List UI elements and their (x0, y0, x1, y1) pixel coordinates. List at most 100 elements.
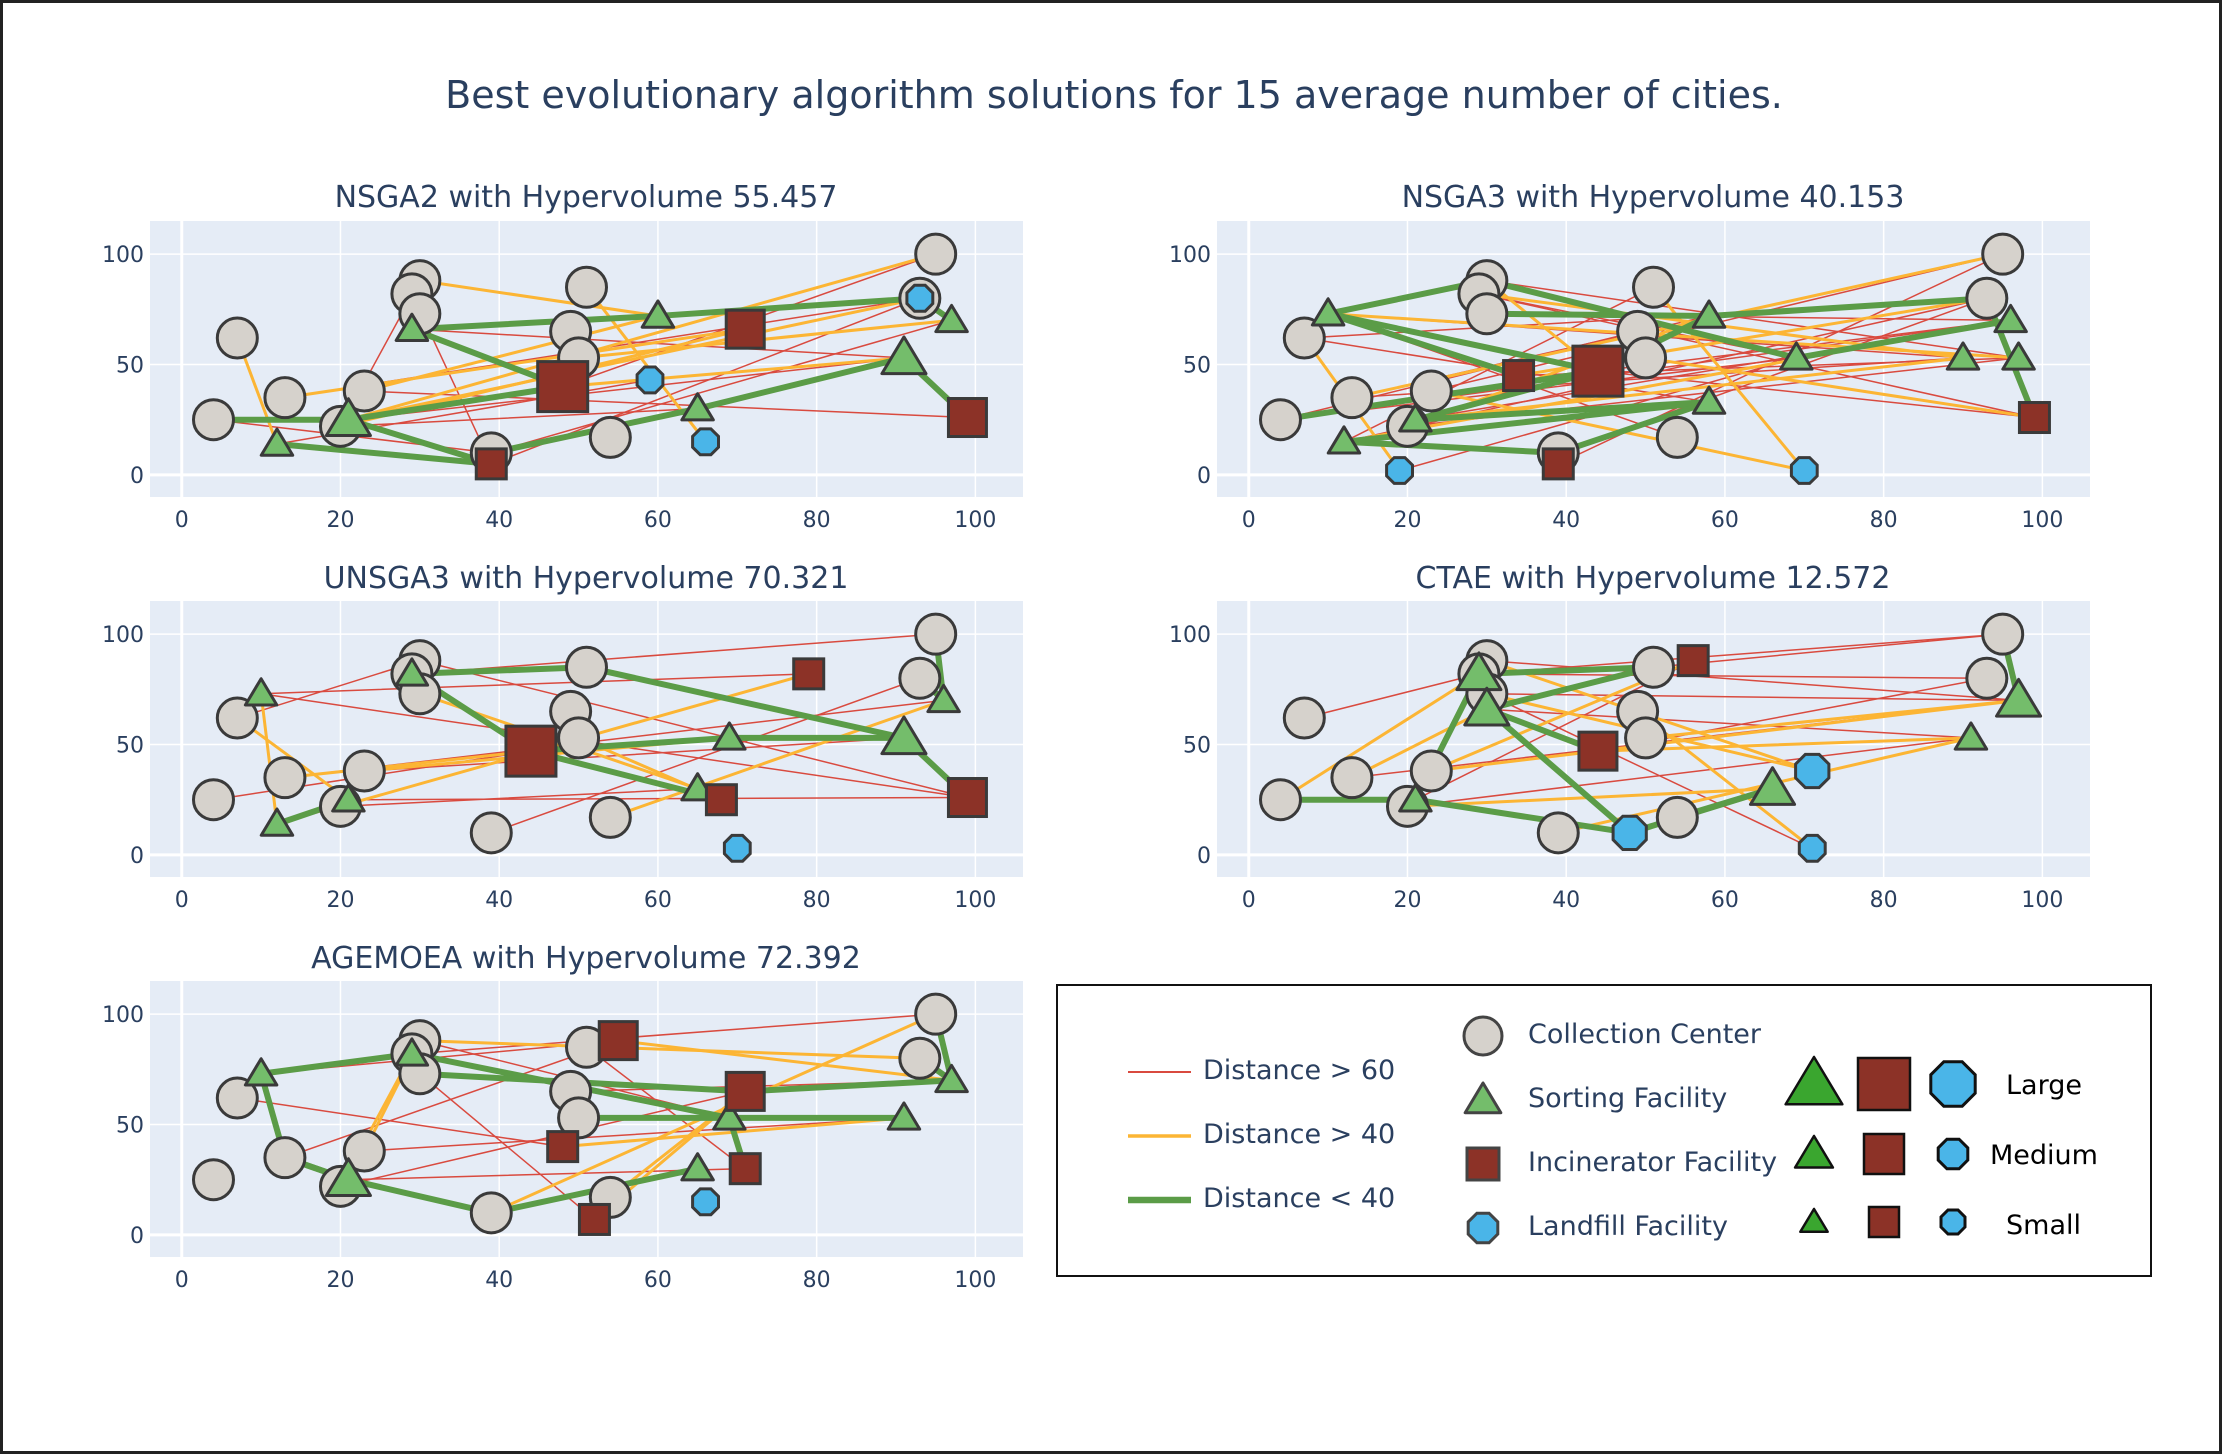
incinerator-marker (2017, 401, 2051, 435)
collection-marker (342, 369, 386, 413)
route-line-near (1325, 310, 1522, 379)
route-line-far (1478, 673, 1988, 680)
legend-incinerator-label: Incinerator Facility (1528, 1147, 1778, 1178)
landfill-marker (1385, 456, 1414, 485)
sorting-marker (243, 677, 279, 707)
legend-size-square (1862, 1132, 1906, 1176)
subplot-2: 0 20 40 60 80 100 0 50 100 NSGA3 with Hypervolume… (1169, 180, 2090, 533)
x-tick-label: 80 (803, 888, 831, 913)
subplot-title: UNSGA3 with Hypervolume 70.321 (324, 561, 849, 596)
legend-size-small-label: Small (2006, 1210, 2081, 1241)
x-tick-label: 100 (2021, 888, 2063, 913)
incinerator-marker (1571, 344, 1625, 398)
x-tick-label: 100 (954, 888, 996, 913)
subplot-title: CTAE with Hypervolume 12.572 (1416, 561, 1891, 596)
collection-marker (469, 1191, 513, 1235)
collection-marker (898, 1036, 942, 1080)
sorting-marker (331, 783, 366, 813)
collection-marker (1965, 276, 2009, 320)
sorting-marker (1993, 303, 2028, 334)
collection-marker (1655, 795, 1699, 839)
x-tick-label: 60 (1711, 888, 1739, 913)
collection-marker (191, 398, 235, 442)
x-tick-label: 40 (485, 888, 513, 913)
route-line-near (1483, 664, 1657, 713)
legend-size-triangle (1784, 1055, 1844, 1106)
legend-size-large-label: Large (2006, 1070, 2082, 1101)
y-tick-label: 0 (130, 844, 144, 869)
y-tick-label: 100 (102, 623, 144, 648)
route-line-mid (283, 749, 533, 780)
legend-size-triangle (1793, 1134, 1835, 1169)
collection-marker (1632, 265, 1675, 309)
incinerator-marker (1676, 644, 1710, 678)
sorting-marker (1463, 686, 1511, 727)
x-tick-label: 20 (326, 888, 354, 913)
route-line-mid (418, 1039, 922, 1060)
route-line-far (1597, 319, 2012, 372)
x-tick-label: 40 (1552, 508, 1580, 533)
route-line-far (363, 737, 905, 772)
route-line-near (1483, 706, 1633, 836)
incinerator-marker (946, 397, 988, 439)
subplot-title: NSGA2 with Hypervolume 55.457 (335, 180, 838, 215)
landfill-marker (635, 365, 665, 395)
collection-marker (342, 1129, 386, 1173)
route-line-mid (616, 1039, 954, 1082)
collection-marker (1409, 369, 1453, 413)
route-line-near (1793, 317, 2014, 361)
route-line-far (1597, 370, 2036, 419)
y-tick-label: 0 (1197, 464, 1211, 489)
x-tick-label: 20 (326, 508, 354, 533)
subplot-1: 0 20 40 60 80 100 0 50 100 NSGA2 with Hypervolume… (102, 180, 1023, 533)
y-tick-label: 50 (1183, 354, 1211, 379)
x-tick-label: 60 (644, 888, 672, 913)
collection-marker (191, 778, 235, 822)
incinerator-marker (704, 783, 738, 817)
landfill-marker (1611, 814, 1648, 851)
legend-landfill-label: Landfill Facility (1528, 1211, 1728, 1242)
y-tick-label: 100 (102, 1003, 144, 1028)
route-line-near (1483, 310, 1713, 319)
collection-marker (565, 265, 608, 309)
route-line-far (236, 1097, 564, 1148)
landfill-marker (1797, 833, 1827, 863)
route-line-far (284, 1039, 619, 1159)
sorting-marker (1455, 651, 1503, 692)
incinerator-marker (728, 1152, 762, 1186)
sorting-marker (640, 299, 676, 329)
collection-marker (1536, 811, 1580, 855)
x-tick-label: 80 (803, 1268, 831, 1293)
x-tick-label: 0 (175, 888, 189, 913)
route-line-mid (1413, 356, 1965, 422)
y-tick-label: 50 (116, 1114, 144, 1139)
legend-line-far-label: Distance > 60 (1203, 1055, 1396, 1086)
collection-marker (1465, 292, 1509, 336)
sorting-marker (394, 1037, 430, 1067)
collection-marker (263, 756, 307, 800)
collection-marker (342, 749, 386, 793)
collection-marker (1258, 398, 1302, 442)
route-line-far (1652, 633, 2004, 668)
x-tick-label: 40 (485, 508, 513, 533)
x-tick-label: 40 (1552, 888, 1580, 913)
sorting-marker (1779, 341, 1814, 371)
y-tick-label: 100 (102, 243, 144, 268)
collection-marker (557, 716, 601, 760)
sorting-marker (1398, 403, 1433, 433)
sorting-marker (243, 1057, 279, 1087)
incinerator-marker (946, 777, 988, 819)
landfill-marker (1794, 752, 1831, 790)
sorting-marker (259, 427, 295, 457)
collection-marker (263, 376, 307, 420)
y-tick-label: 100 (1169, 623, 1211, 648)
legend-size-square (1856, 1056, 1912, 1112)
legend-collection-label: Collection Center (1528, 1019, 1762, 1050)
route-line-near (1706, 295, 1990, 319)
x-tick-label: 60 (644, 508, 672, 533)
collection-marker (1981, 232, 2025, 276)
legend-size-square (1867, 1205, 1901, 1239)
route-line-near (345, 383, 566, 423)
landfill-marker (691, 1187, 720, 1217)
x-tick-label: 100 (2021, 508, 2063, 533)
